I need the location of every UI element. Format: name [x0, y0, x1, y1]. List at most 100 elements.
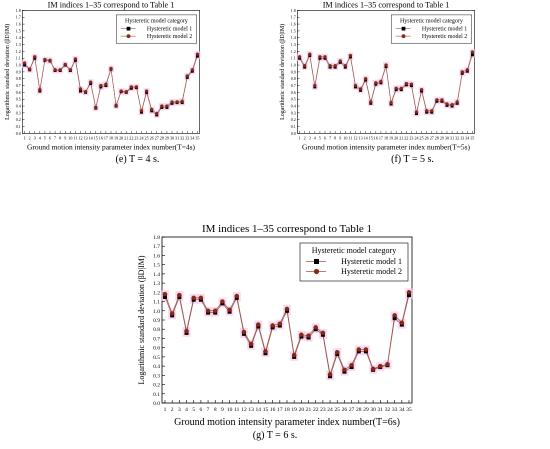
data-point-model-2 — [363, 77, 368, 81]
data-point-model-2 — [104, 82, 108, 86]
data-point-model-2 — [338, 59, 342, 63]
data-point-model-2 — [440, 98, 444, 102]
x-tick-label: 14 — [364, 135, 368, 140]
x-tick-label: 15 — [369, 135, 373, 140]
x-tick-label: 35 — [195, 135, 199, 140]
x-tick-label: 17 — [379, 135, 383, 140]
x-tick-label: 20 — [299, 407, 305, 413]
data-point-model-2 — [129, 85, 134, 89]
x-tick-label: 29 — [440, 135, 444, 140]
x-tick-label: 6 — [324, 135, 326, 140]
y-tick-label: 0.1 — [153, 392, 160, 398]
legend-marker-circle — [126, 34, 131, 39]
x-tick-label: 34 — [190, 135, 194, 140]
data-point-model-2 — [358, 87, 363, 91]
data-point-model-2 — [363, 347, 369, 352]
x-tick-label: 8 — [334, 135, 336, 140]
y-tick-label: 1.0 — [16, 63, 21, 68]
legend-marker-square — [126, 26, 131, 31]
y-tick-label: 0.1 — [291, 124, 296, 129]
x-tick-label: 2 — [29, 135, 31, 140]
x-tick-label: 12 — [353, 135, 357, 140]
data-point-model-1 — [195, 54, 199, 58]
x-tick-label: 4 — [314, 135, 316, 140]
x-tick-label: 13 — [248, 407, 254, 413]
x-tick-label: 18 — [384, 135, 388, 140]
x-tick-label: 30 — [370, 407, 376, 413]
x-tick-label: 27 — [349, 407, 355, 413]
y-tick-label: 0.0 — [16, 131, 21, 136]
legend-entry: Hysteretic model 2 — [147, 34, 192, 40]
y-tick-label: 1.5 — [153, 263, 160, 269]
y-tick-label: 1.5 — [291, 28, 296, 33]
data-point-model-2 — [114, 103, 118, 108]
data-point-model-2 — [124, 90, 128, 94]
data-point-model-2 — [334, 350, 340, 355]
x-tick-label: 26 — [425, 135, 429, 140]
data-point-model-2 — [399, 86, 403, 90]
x-tick-label: 15 — [263, 407, 269, 413]
y-tick-label: 0.8 — [291, 76, 296, 81]
x-tick-label: 22 — [129, 135, 133, 140]
data-point-model-2 — [419, 87, 424, 92]
data-point-model-2 — [43, 57, 47, 62]
x-tick-label: 35 — [470, 135, 474, 140]
legend-title: Hysteretic model category — [400, 18, 463, 24]
data-point-model-2 — [212, 308, 218, 314]
data-point-model-2 — [185, 74, 189, 78]
x-tick-label: 31 — [450, 135, 454, 140]
data-point-model-2 — [177, 292, 182, 298]
y-tick-label: 0.2 — [16, 117, 21, 122]
data-point-model-2 — [73, 57, 78, 61]
x-tick-label: 18 — [109, 135, 113, 140]
x-tick-label: 18 — [284, 407, 290, 413]
y-tick-label: 0.6 — [16, 90, 21, 95]
x-tick-label: 32 — [385, 407, 391, 413]
y-tick-label: 1.1 — [153, 300, 160, 306]
data-point-model-2 — [139, 109, 144, 113]
y-tick-label: 0.4 — [291, 104, 296, 109]
data-point-model-2 — [455, 100, 459, 104]
data-point-model-2 — [302, 64, 307, 68]
x-tick-label: 21 — [399, 135, 403, 140]
data-point-model-2 — [27, 67, 32, 71]
data-point-model-2 — [277, 321, 283, 326]
y-tick-label: 0.1 — [16, 124, 21, 129]
x-tick-label: 5 — [319, 135, 321, 140]
y-tick-label: 1.8 — [153, 235, 160, 241]
plot-group: IM indices 1–35 correspond to Table 1 0.0… — [279, 0, 476, 152]
data-point-model-2 — [134, 85, 139, 89]
y-tick-label: 0.5 — [291, 97, 296, 102]
x-tick-label: 8 — [59, 135, 61, 140]
data-point-model-2 — [392, 313, 397, 318]
x-tick-label: 13 — [84, 135, 88, 140]
x-tick-label: 5 — [192, 407, 195, 413]
data-point-model-2 — [342, 367, 347, 373]
x-tick-label: 31 — [378, 407, 384, 413]
data-point-model-2 — [165, 104, 169, 108]
x-tick-label: 1 — [164, 407, 167, 413]
data-point-model-2 — [195, 52, 200, 56]
data-point-model-2 — [328, 64, 332, 68]
x-tick-label: 26 — [150, 135, 154, 140]
y-tick-label: 0.6 — [291, 90, 296, 95]
x-tick-label: 7 — [329, 135, 331, 140]
x-tick-label: 17 — [277, 407, 283, 413]
x-axis-label: Ground motion intensity parameter index … — [174, 417, 400, 428]
x-tick-label: 6 — [49, 135, 51, 140]
chart-panel-e: IM indices 1–35 correspond to Table 1 0.0… — [0, 0, 275, 152]
y-tick-label: 1.6 — [291, 22, 296, 27]
x-tick-label: 2 — [304, 135, 306, 140]
y-tick-label: 0.3 — [153, 373, 160, 379]
x-tick-label: 30 — [445, 135, 449, 140]
x-tick-label: 3 — [34, 135, 36, 140]
data-point-model-2 — [369, 100, 373, 104]
y-tick-label: 1.3 — [291, 42, 296, 47]
y-tick-label: 0.6 — [153, 346, 160, 352]
data-point-model-2 — [94, 105, 98, 110]
y-tick-label: 0.7 — [16, 83, 21, 88]
data-point-model-2 — [53, 68, 57, 72]
x-tick-label: 7 — [54, 135, 56, 140]
data-point-model-2 — [175, 100, 179, 104]
y-axis-label: Logarithmic standard deviation (βD|IM) — [4, 24, 11, 120]
